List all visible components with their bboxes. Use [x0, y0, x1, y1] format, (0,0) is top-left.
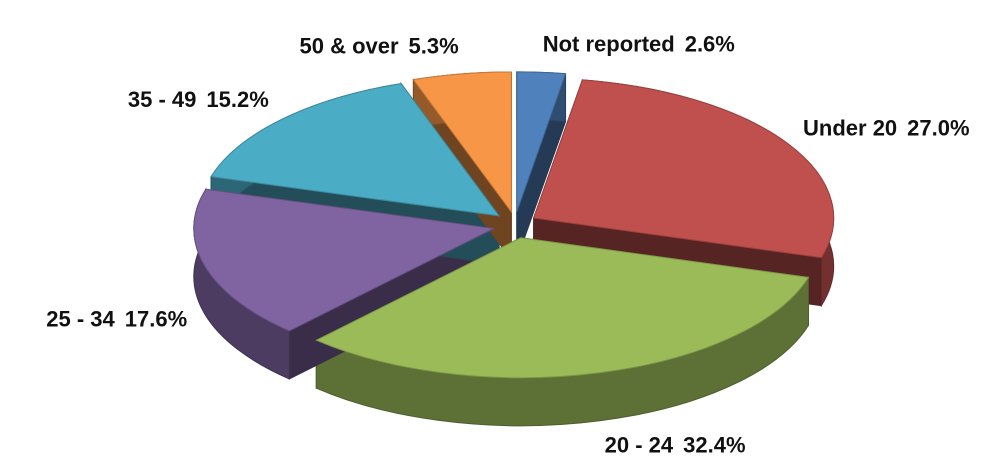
- slice: [532, 79, 835, 259]
- slice: [412, 71, 512, 214]
- slice: [210, 83, 501, 217]
- value-label: 15.2%: [206, 87, 268, 112]
- slice-label: Under 20 27.0%: [803, 115, 970, 140]
- slice-label: 35 - 49 15.2%: [128, 87, 269, 112]
- category-label: 50 & over: [299, 33, 398, 58]
- slice-label: Not reported 2.6%: [543, 31, 735, 56]
- category-label: Under 20: [803, 115, 897, 140]
- slice-label: 20 - 24 32.4%: [605, 432, 746, 457]
- slice: [516, 71, 567, 213]
- category-label: Not reported: [543, 31, 675, 56]
- value-label: 32.4%: [683, 432, 745, 457]
- category-label: 25 - 34: [46, 307, 115, 332]
- slice: [315, 237, 810, 379]
- slice-tops: [193, 71, 835, 379]
- category-label: 35 - 49: [128, 87, 197, 112]
- slice-label: 50 & over 5.3%: [299, 33, 458, 58]
- slice-label: 25 - 34 17.6%: [46, 307, 187, 332]
- category-label: 20 - 24: [605, 432, 674, 457]
- value-label: 5.3%: [409, 33, 459, 58]
- value-label: 2.6%: [685, 31, 735, 56]
- slice: [193, 188, 496, 332]
- value-label: 27.0%: [907, 115, 969, 140]
- value-label: 17.6%: [125, 307, 187, 332]
